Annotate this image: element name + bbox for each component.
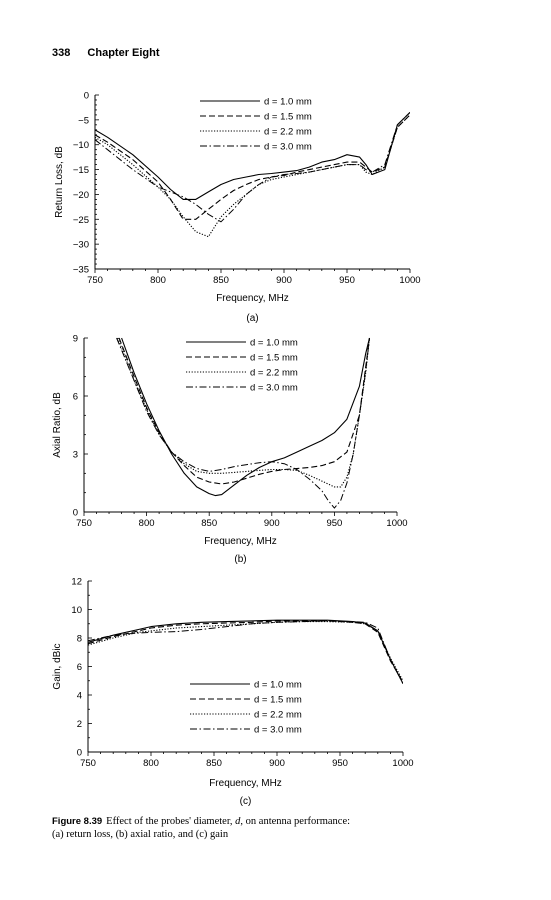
chart-return-loss: 750 800 850 900 950 1000 −35 −30 −25 −20 −15 −10 −5 0… — [54, 91, 421, 325]
y-tick-label: −30 — [73, 240, 89, 251]
y-axis-label: Axial Ratio, dB — [52, 392, 63, 458]
y-axis-label: Gain, dBic — [52, 643, 63, 689]
x-tick-label: 900 — [264, 518, 280, 529]
series-line-3 — [88, 621, 403, 682]
series-line-2 — [88, 620, 403, 683]
caption-variable: d — [235, 816, 241, 827]
y-tick-label: 6 — [73, 392, 78, 403]
x-tick-label: 900 — [276, 275, 292, 286]
legend-label-3: d = 2.2 mm — [250, 368, 298, 379]
x-tick-label: 750 — [76, 518, 92, 529]
series-line-4 — [95, 112, 410, 223]
y-tick-label: 0 — [77, 748, 82, 759]
y-tick-label: 0 — [73, 508, 78, 519]
panel-label: (c) — [240, 796, 252, 807]
legend-label-2: d = 1.5 mm — [254, 695, 302, 706]
series-line-1 — [88, 619, 403, 684]
caption-line-2: (a) return loss, (b) axial ratio, and (c… — [52, 829, 229, 840]
x-tick-label: 1000 — [399, 275, 420, 286]
y-tick-label: 9 — [73, 334, 78, 345]
x-tick-label: 950 — [339, 275, 355, 286]
legend-label-4: d = 3.0 mm — [264, 142, 312, 153]
chart-gain: 750 800 850 900 950 1000 0 2 4 6 8 10 12 Frequency, M… — [52, 577, 414, 808]
x-tick-label: 1000 — [392, 758, 413, 769]
y-tick-label: 4 — [77, 691, 82, 702]
chart-axial-ratio: 750 800 850 900 950 1000 0 3 6 9 Frequency, MHz Axi… — [52, 334, 408, 566]
y-tick-label: −25 — [73, 215, 89, 226]
figure-caption: Figure 8.39 Effect of the probes' diamete… — [52, 815, 452, 841]
series-line-1 — [95, 112, 410, 200]
figure-label: Figure 8.39 — [52, 816, 103, 827]
chapter-title: Chapter Eight — [87, 47, 160, 59]
series-line-3 — [95, 114, 410, 238]
x-tick-label: 1000 — [386, 518, 407, 529]
legend-label-2: d = 1.5 mm — [250, 353, 298, 364]
caption-text-pre: Effect of the probes' diameter, — [106, 816, 236, 827]
y-tick-label: −10 — [73, 140, 89, 151]
series-line-3 — [117, 337, 371, 488]
x-tick-label: 750 — [80, 758, 96, 769]
legend-label-4: d = 3.0 mm — [250, 383, 298, 394]
y-tick-label: 6 — [77, 662, 82, 673]
panel-label: (a) — [246, 313, 258, 324]
x-tick-label: 850 — [206, 758, 222, 769]
x-axis-label: Frequency, MHz — [209, 778, 282, 789]
y-tick-label: −15 — [73, 165, 89, 176]
x-axis-label: Frequency, MHz — [216, 293, 289, 304]
x-tick-label: 900 — [269, 758, 285, 769]
series-line-4 — [88, 620, 403, 684]
y-tick-label: 2 — [77, 719, 82, 730]
legend-label-1: d = 1.0 mm — [254, 680, 302, 691]
x-tick-label: 800 — [139, 518, 155, 529]
x-tick-label: 950 — [332, 758, 348, 769]
x-tick-label: 800 — [150, 275, 166, 286]
y-tick-label: 12 — [71, 577, 82, 588]
page-number: 338 — [52, 47, 71, 59]
series-line-2 — [118, 337, 371, 485]
caption-text-post: , on antenna performance: — [240, 816, 351, 827]
x-tick-label: 850 — [213, 275, 229, 286]
x-tick-label: 800 — [143, 758, 159, 769]
x-tick-label: 850 — [201, 518, 217, 529]
y-tick-label: −5 — [78, 115, 89, 126]
legend-label-1: d = 1.0 mm — [250, 338, 298, 349]
y-tick-label: 8 — [77, 634, 82, 645]
legend-label-3: d = 2.2 mm — [254, 710, 302, 721]
y-tick-label: 0 — [84, 91, 89, 102]
y-tick-label: −35 — [73, 265, 89, 276]
legend-label-3: d = 2.2 mm — [264, 127, 312, 138]
x-tick-label: 750 — [87, 275, 103, 286]
x-axis-label: Frequency, MHz — [204, 536, 277, 547]
y-tick-label: 10 — [71, 605, 82, 616]
legend-label-1: d = 1.0 mm — [264, 97, 312, 108]
y-axis-label: Return Loss, dB — [54, 146, 65, 218]
legend-label-2: d = 1.5 mm — [264, 112, 312, 123]
series-line-4 — [116, 337, 370, 509]
page-header: 338 Chapter Eight — [52, 47, 160, 59]
x-tick-label: 950 — [326, 518, 342, 529]
legend-label-4: d = 3.0 mm — [254, 725, 302, 736]
y-tick-label: −20 — [73, 190, 89, 201]
panel-label: (b) — [234, 554, 246, 565]
y-tick-label: 3 — [73, 450, 78, 461]
